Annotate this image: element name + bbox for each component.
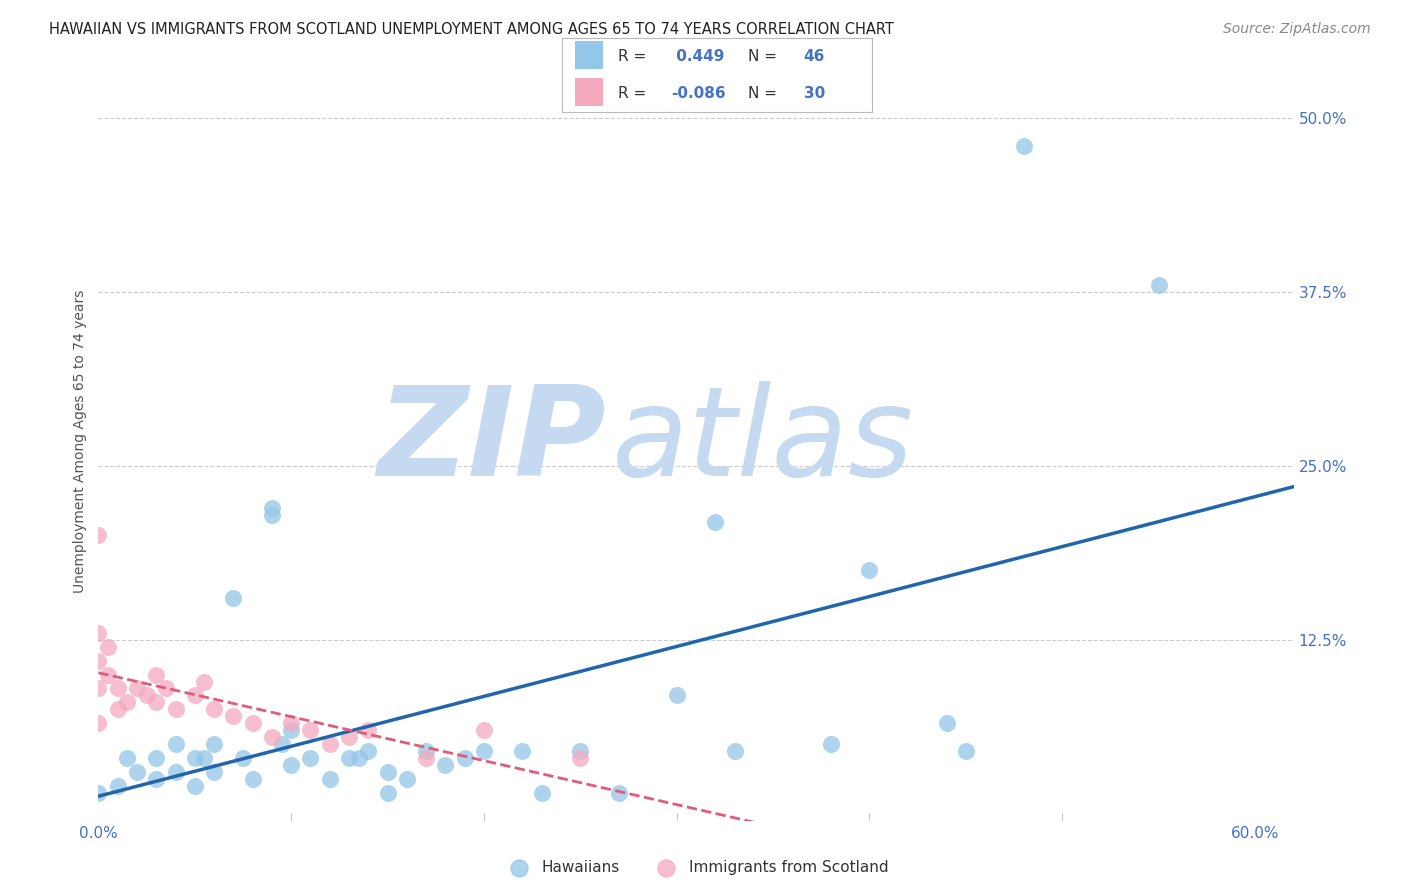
Point: [512, 744, 534, 758]
Point: [337, 751, 360, 765]
Point: [193, 751, 215, 765]
Point: [97, 640, 120, 654]
Point: [125, 681, 148, 696]
Point: [202, 737, 225, 751]
Legend: Hawaiians, Immigrants from Scotland: Hawaiians, Immigrants from Scotland: [498, 854, 894, 881]
Point: [280, 758, 302, 772]
Point: [453, 751, 475, 765]
Point: [280, 723, 302, 738]
Point: [242, 772, 264, 786]
Y-axis label: Unemployment Among Ages 65 to 74 years: Unemployment Among Ages 65 to 74 years: [73, 290, 87, 593]
Point: [87, 681, 110, 696]
Point: [357, 723, 380, 738]
Point: [222, 591, 245, 605]
Point: [935, 716, 957, 731]
Point: [472, 744, 495, 758]
Point: [377, 764, 399, 779]
Point: [319, 772, 342, 786]
Text: N =: N =: [748, 86, 778, 101]
Point: [87, 786, 110, 800]
Point: [184, 751, 207, 765]
Point: [607, 786, 630, 800]
Point: [319, 737, 342, 751]
Point: [415, 751, 437, 765]
Point: [222, 709, 245, 723]
Text: R =: R =: [619, 86, 647, 101]
Point: [260, 508, 283, 522]
FancyBboxPatch shape: [575, 41, 603, 69]
Text: 0.449: 0.449: [671, 49, 724, 64]
Point: [299, 723, 322, 738]
Point: [145, 695, 167, 709]
Point: [107, 702, 129, 716]
Point: [530, 786, 553, 800]
Point: [202, 702, 225, 716]
Text: ZIP: ZIP: [378, 381, 606, 502]
Point: [184, 689, 207, 703]
Point: [117, 695, 139, 709]
Point: [202, 764, 225, 779]
Point: [280, 716, 302, 731]
Point: [569, 751, 592, 765]
Point: [270, 737, 292, 751]
Point: [184, 779, 207, 793]
Point: [87, 625, 110, 640]
Point: [260, 500, 283, 515]
Point: [135, 689, 157, 703]
Point: [87, 716, 110, 731]
Point: [337, 730, 360, 744]
Point: [87, 528, 110, 542]
Point: [434, 758, 457, 772]
Text: atlas: atlas: [613, 381, 914, 502]
Point: [704, 515, 727, 529]
FancyBboxPatch shape: [575, 78, 603, 105]
Point: [299, 751, 322, 765]
Point: [955, 744, 977, 758]
Point: [858, 563, 880, 577]
Point: [232, 751, 254, 765]
Point: [87, 654, 110, 668]
Text: Source: ZipAtlas.com: Source: ZipAtlas.com: [1223, 22, 1371, 37]
Point: [472, 723, 495, 738]
Point: [155, 681, 177, 696]
Point: [260, 730, 283, 744]
Text: 30: 30: [804, 86, 825, 101]
Point: [415, 744, 437, 758]
Point: [125, 764, 148, 779]
Point: [723, 744, 745, 758]
Point: [165, 764, 187, 779]
Point: [357, 744, 380, 758]
Point: [242, 716, 264, 731]
Point: [165, 702, 187, 716]
Point: [193, 674, 215, 689]
Text: -0.086: -0.086: [671, 86, 725, 101]
Point: [347, 751, 370, 765]
Point: [377, 786, 399, 800]
Point: [569, 744, 592, 758]
Point: [107, 681, 129, 696]
Point: [117, 751, 139, 765]
Point: [820, 737, 842, 751]
Point: [145, 751, 167, 765]
Text: 46: 46: [804, 49, 825, 64]
Point: [107, 779, 129, 793]
Point: [97, 667, 120, 681]
Point: [1012, 139, 1035, 153]
Point: [395, 772, 418, 786]
Text: HAWAIIAN VS IMMIGRANTS FROM SCOTLAND UNEMPLOYMENT AMONG AGES 65 TO 74 YEARS CORR: HAWAIIAN VS IMMIGRANTS FROM SCOTLAND UNE…: [49, 22, 894, 37]
Text: N =: N =: [748, 49, 778, 64]
Point: [1147, 278, 1170, 293]
Point: [145, 667, 167, 681]
Text: R =: R =: [619, 49, 647, 64]
Point: [145, 772, 167, 786]
Point: [165, 737, 187, 751]
Point: [665, 689, 688, 703]
